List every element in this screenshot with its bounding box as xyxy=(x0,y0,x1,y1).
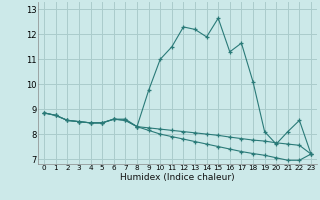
X-axis label: Humidex (Indice chaleur): Humidex (Indice chaleur) xyxy=(120,173,235,182)
